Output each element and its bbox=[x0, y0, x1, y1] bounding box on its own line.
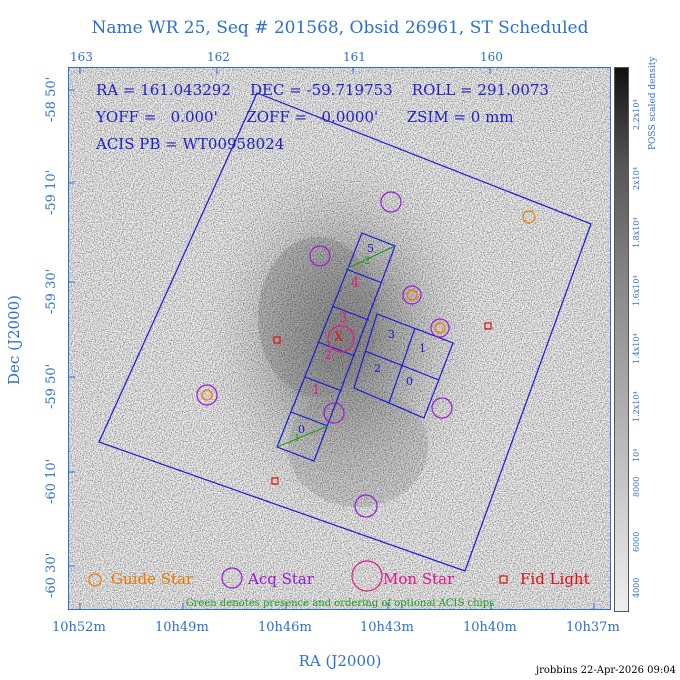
colorbar-tick-9: 4000 bbox=[632, 577, 641, 598]
field-of-view-box bbox=[98, 92, 592, 572]
fid-lights bbox=[271, 322, 492, 485]
sky-image bbox=[68, 67, 611, 610]
colorbar-tick-7: 8000 bbox=[632, 476, 641, 497]
y-axis-label: Dec (J2000) bbox=[5, 295, 23, 385]
colorbar-label: POSS scaled density bbox=[648, 56, 658, 150]
colorbar-tick-0: 2.2x10⁴ bbox=[632, 99, 641, 130]
colorbar-tick-5: 1.2x10⁴ bbox=[632, 391, 641, 422]
colorbar-tick-8: 6000 bbox=[632, 531, 641, 552]
bottom-tick-4: 10h40m bbox=[463, 620, 517, 635]
chip-s0-label: 0 bbox=[298, 423, 305, 436]
aimpoint-marker: X bbox=[334, 330, 344, 345]
top-tick-160: 160 bbox=[480, 50, 503, 64]
guide-star-legend-icon bbox=[88, 573, 102, 587]
legend-acq-star: Acq Star bbox=[248, 570, 315, 588]
bottom-tick-1: 10h49m bbox=[155, 620, 209, 635]
acq-stars bbox=[196, 191, 453, 518]
fid-light-legend-icon bbox=[499, 575, 508, 584]
chip-i3-label: 3 bbox=[388, 328, 395, 341]
colorbar bbox=[614, 67, 629, 612]
star-field bbox=[68, 67, 611, 610]
chip-s5-label: 5 bbox=[367, 242, 374, 255]
pointing-info-line2: YOFF = 0.000' ZOFF = 0.0000' ZSIM = 0 mm bbox=[96, 108, 514, 126]
pointing-info-line3: ACIS PB = WT00958024 bbox=[96, 135, 285, 153]
mon-star-legend-icon bbox=[351, 560, 383, 592]
left-tick-4: -60 10' bbox=[44, 458, 59, 504]
chip-s4-label: 4 bbox=[351, 276, 360, 291]
colorbar-tick-2: 1.8x10⁴ bbox=[632, 217, 641, 248]
plot-title: Name WR 25, Seq # 201568, Obsid 26961, S… bbox=[91, 18, 589, 38]
acis-i-array bbox=[353, 313, 454, 419]
left-tick-1: -59 10' bbox=[44, 169, 59, 215]
left-tick-3: -59 50' bbox=[44, 363, 59, 409]
chip-i2-label: 2 bbox=[374, 362, 381, 375]
colorbar-tick-6: 10⁴ bbox=[632, 448, 641, 462]
x-axis-label: RA (J2000) bbox=[298, 652, 382, 670]
optional-chip-bottom-label: 1 bbox=[294, 433, 301, 444]
acq-star-legend-icon bbox=[221, 567, 243, 589]
colorbar-tick-3: 1.6x10⁴ bbox=[632, 275, 641, 306]
top-tick-162: 162 bbox=[207, 50, 230, 64]
acis-s-array bbox=[276, 232, 396, 462]
bottom-tick-2: 10h46m bbox=[258, 620, 312, 635]
chip-i0-label: 0 bbox=[406, 375, 413, 388]
bottom-tick-5: 10h37m bbox=[566, 620, 620, 635]
legend-symbols bbox=[88, 560, 508, 592]
chip-s1-label: 1 bbox=[312, 383, 321, 398]
guide-stars bbox=[201, 210, 536, 401]
left-tick-2: -59 30' bbox=[44, 268, 59, 314]
optional-chip-top-label: 2 bbox=[364, 256, 371, 267]
axis-ticks bbox=[68, 67, 595, 610]
left-tick-0: -58 50' bbox=[44, 76, 59, 122]
legend-guide-star: Guide Star bbox=[111, 570, 194, 588]
optional-chip-markers bbox=[276, 245, 396, 448]
target-circle bbox=[327, 325, 355, 353]
legend-mon-star: Mon Star bbox=[383, 570, 455, 588]
top-tick-163: 163 bbox=[70, 50, 93, 64]
pointing-info-line1: RA = 161.043292 DEC = -59.719753 ROLL = … bbox=[96, 81, 549, 99]
left-tick-5: -60 30' bbox=[44, 552, 59, 598]
colorbar-tick-1: 2x10⁴ bbox=[632, 167, 641, 190]
legend-fid-light: Fid Light bbox=[520, 570, 590, 588]
optional-chips-note: Green denotes presence and ordering of o… bbox=[185, 598, 495, 609]
colorbar-tick-4: 1.4x10⁴ bbox=[632, 333, 641, 364]
credit-stamp: jrobbins 22-Apr-2026 09:04 bbox=[536, 665, 676, 676]
chip-s3-label: 3 bbox=[339, 311, 348, 326]
bottom-tick-3: 10h43m bbox=[360, 620, 414, 635]
chip-s2-label: 2 bbox=[324, 348, 333, 363]
chip-i1-label: 1 bbox=[419, 342, 426, 355]
top-tick-161: 161 bbox=[343, 50, 366, 64]
bottom-tick-0: 10h52m bbox=[52, 620, 106, 635]
